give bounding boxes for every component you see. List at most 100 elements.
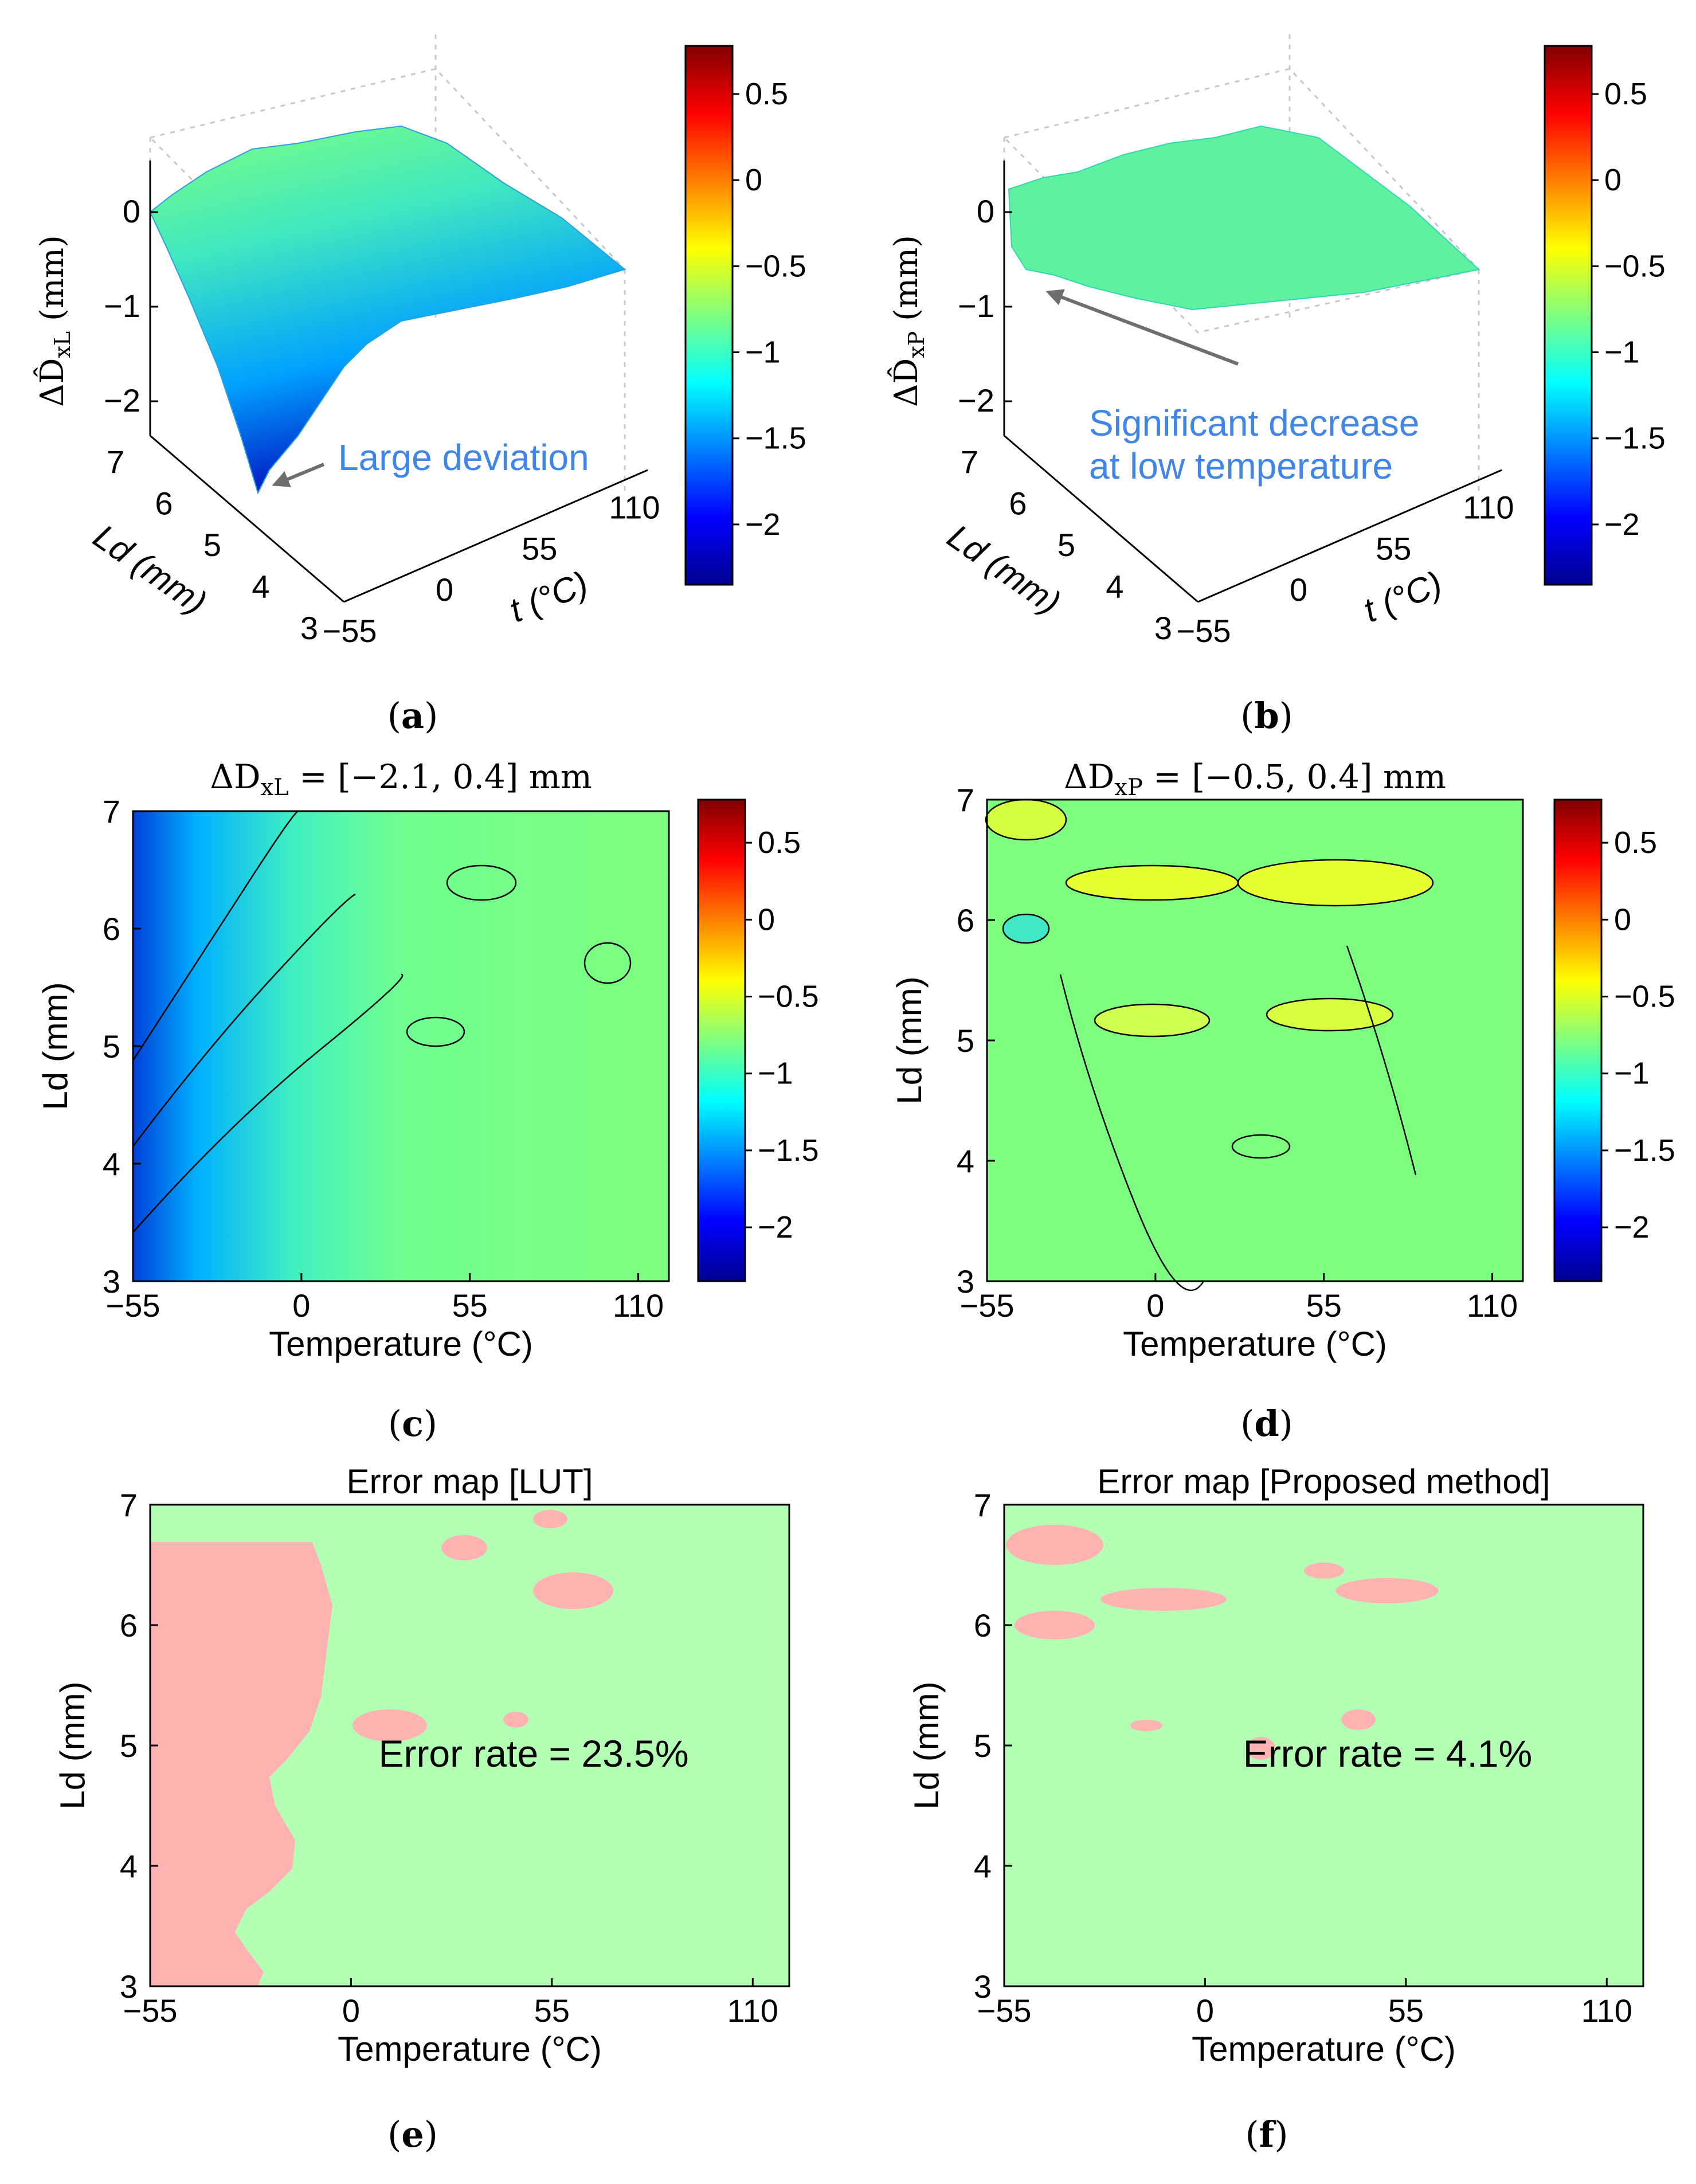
x-tick-label: −55 xyxy=(960,1287,1015,1324)
x-tick-label: 0 xyxy=(1196,1993,1214,2029)
colorbar-tick-label: 0 xyxy=(758,902,775,937)
panel-f: −55 0 55 110 3 4 5 6 7 Temperature (°C) Ld (mm) Err… xyxy=(907,1462,1644,2068)
x-tick-label: −55 xyxy=(977,1993,1032,2029)
caption-f: (f) xyxy=(1245,2113,1288,2155)
annotation-large-deviation: Large deviation xyxy=(338,437,589,478)
chart-title: ΔDxP = [−0.5, 0.4] mm xyxy=(1064,757,1446,801)
colorbar-tick-label: −1 xyxy=(1604,335,1640,370)
x-tick-label: 55 xyxy=(1376,530,1411,566)
z-axis-label: ΔD̂xL (mm) xyxy=(33,235,75,407)
x-tick-label: 0 xyxy=(292,1287,310,1324)
y-tick-label: 4 xyxy=(103,1146,120,1182)
x-axis-label: Temperature (°C) xyxy=(269,1325,533,1363)
y-tick-label: 4 xyxy=(120,1848,138,1884)
colorbar-tick-label: −2 xyxy=(745,507,781,542)
colorbar-c xyxy=(697,799,746,1282)
colorbar-tick-label: −2 xyxy=(1604,507,1640,542)
x-tick-label: 110 xyxy=(609,489,660,525)
x-tick-label: 55 xyxy=(534,1993,570,2029)
y-tick-label: 3 xyxy=(974,1968,992,2005)
x-tick-label: 110 xyxy=(1467,1287,1518,1324)
panel-e-error-patches xyxy=(352,1510,613,1741)
colorbar-tick-label: 0.5 xyxy=(745,77,788,111)
y-tick-label: 5 xyxy=(203,527,221,563)
chart-title: Error map [Proposed method] xyxy=(1097,1462,1550,1501)
y-tick-label: 5 xyxy=(974,1728,992,1764)
z-tick-label: 0 xyxy=(977,193,994,229)
z-tick-label: −2 xyxy=(958,382,994,418)
x-tick-label: 55 xyxy=(522,530,557,566)
y-tick-label: 3 xyxy=(1154,610,1172,646)
colorbar-tick-label: −0.5 xyxy=(1604,249,1666,283)
panel-e-error-region xyxy=(150,1542,332,1986)
y-tick-label: 4 xyxy=(252,569,269,605)
y-tick-label: 6 xyxy=(974,1607,992,1643)
x-tick-label: 110 xyxy=(613,1287,664,1324)
panel-d-blobs xyxy=(985,799,1434,1038)
panel-a-colorbar: 0.5 0 −0.5 −1 −1.5 −2 xyxy=(684,45,806,586)
panel-c-field xyxy=(133,811,669,1281)
y-tick-label: 6 xyxy=(120,1607,138,1643)
colorbar-tick-label: −2 xyxy=(1614,1210,1650,1244)
x-axis-label: t (°C) xyxy=(1358,564,1447,630)
panel-e: −55 0 55 110 3 4 5 6 7 Temperature (°C) Ld (mm) Err… xyxy=(53,1462,790,2068)
x-axis-label: Temperature (°C) xyxy=(1192,2030,1456,2068)
y-tick-label: 5 xyxy=(120,1728,138,1764)
y-tick-label: 7 xyxy=(120,1487,138,1523)
x-tick-label: −55 xyxy=(106,1287,160,1324)
colorbar-tick-label: 0.5 xyxy=(758,825,801,860)
panel-a-axes xyxy=(149,161,648,603)
y-tick-label: 7 xyxy=(957,782,974,818)
colorbar-tick-label: −1.5 xyxy=(1604,421,1666,456)
panel-b-surface xyxy=(1008,125,1480,311)
x-tick-label: 110 xyxy=(1581,1993,1632,2029)
y-tick-label: 6 xyxy=(155,486,173,522)
z-tick-label: −1 xyxy=(958,288,994,324)
colorbar-tick-label: 0 xyxy=(745,163,762,197)
panel-c-colorbar: 0.5 0 −0.5 −1 −1.5 −2 xyxy=(697,799,819,1282)
x-tick-label: 0 xyxy=(342,1993,360,2029)
colorbar-tick-label: −2 xyxy=(758,1210,793,1244)
chart-title: ΔDxL = [−2.1, 0.4] mm xyxy=(210,757,592,801)
y-tick-label: 3 xyxy=(300,610,318,646)
annotation-line-2: at low temperature xyxy=(1089,445,1393,487)
y-axis-label: Ld (mm) xyxy=(53,1681,92,1809)
panel-f-error-patches xyxy=(1006,1525,1439,1760)
panel-b-axes xyxy=(1003,161,1502,603)
y-tick-label: 6 xyxy=(957,902,974,938)
y-axis-label: Ld (mm) xyxy=(87,517,213,622)
panel-b-colorbar: 0.5 0 −0.5 −1 −1.5 −2 xyxy=(1544,45,1666,586)
z-axis-label: ΔD̂xP (mm) xyxy=(887,235,929,407)
x-tick-label: −55 xyxy=(323,613,377,649)
x-tick-label: −55 xyxy=(123,1993,178,2029)
panel-d-colorbar: 0.5 0 −0.5 −1 −1.5 −2 xyxy=(1553,799,1675,1282)
annotation-arrow xyxy=(1045,289,1239,366)
y-tick-label: 4 xyxy=(974,1848,992,1884)
y-tick-label: 5 xyxy=(103,1028,120,1064)
x-axis-label: t (°C) xyxy=(504,564,593,630)
x-tick-label: 55 xyxy=(452,1287,488,1324)
colorbar-tick-label: −1.5 xyxy=(1614,1133,1675,1168)
y-tick-label: 3 xyxy=(103,1263,120,1300)
y-axis-label: Ld (mm) xyxy=(36,982,75,1110)
x-tick-label: 55 xyxy=(1388,1993,1424,2029)
caption-b: (b) xyxy=(1240,695,1293,737)
colorbar-tick-label: −1 xyxy=(1614,1056,1650,1091)
y-tick-label: 7 xyxy=(107,444,124,480)
y-tick-label: 6 xyxy=(1009,486,1027,522)
panel-a-surface xyxy=(149,125,626,495)
colorbar-tick-label: −1 xyxy=(745,335,781,370)
y-tick-label: 5 xyxy=(957,1023,974,1059)
y-tick-label: 5 xyxy=(1057,527,1075,563)
annotation-arrow xyxy=(272,463,325,487)
chart-title: Error map [LUT] xyxy=(346,1462,593,1501)
y-tick-label: 4 xyxy=(1106,569,1123,605)
error-rate-annotation: Error rate = 4.1% xyxy=(1243,1732,1532,1775)
colorbar-tick-label: 0.5 xyxy=(1604,77,1647,111)
y-axis-label: Ld (mm) xyxy=(890,976,929,1104)
colorbar-tick-label: −0.5 xyxy=(1614,980,1675,1014)
z-tick-label: −1 xyxy=(104,288,140,324)
